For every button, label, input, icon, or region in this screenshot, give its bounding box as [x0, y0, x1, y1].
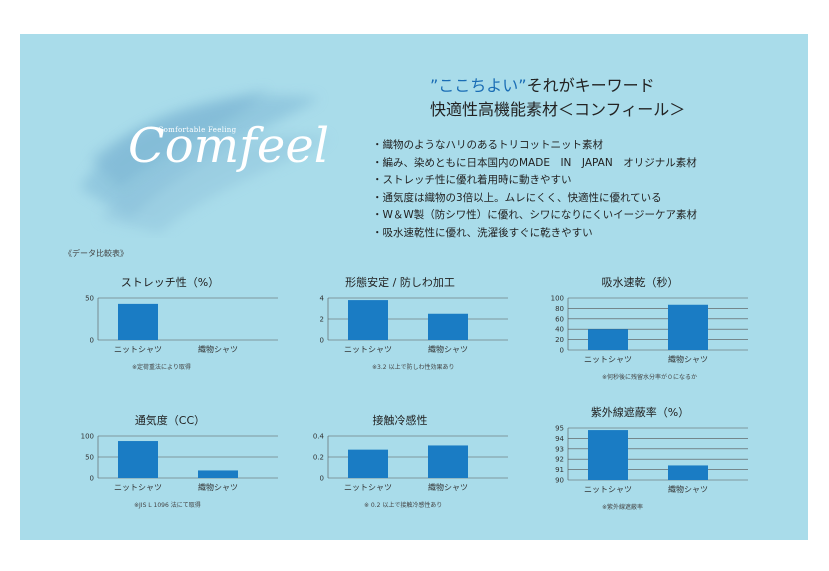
y-tick-label: 20: [555, 336, 564, 344]
y-tick-label: 50: [85, 454, 94, 462]
bar-woven-shirt: [198, 470, 238, 478]
chart-3: 吸水速乾（秒） 100 80 60 40 20 0 ニットシャツ 織物シャツ: [540, 274, 760, 394]
chart-title: ストレッチ性（%）: [120, 276, 220, 289]
chart-plot: 95 94 93 92 91 90 ニットシャツ 織物シャツ: [555, 425, 748, 494]
category-label: 織物シャツ: [668, 484, 708, 494]
y-tick-label: 40: [555, 326, 564, 334]
category-label: ニットシャツ: [584, 485, 632, 494]
bar-woven-shirt: [668, 304, 708, 350]
y-tick-label: 90: [555, 477, 564, 485]
y-tick-label: 91: [555, 466, 564, 474]
logo-tagline: Comfortable Feeling: [158, 126, 237, 134]
category-label: ニットシャツ: [584, 355, 632, 364]
chart-plot: 50 0 ニットシャツ 織物シャツ: [85, 295, 278, 354]
bar-knit-shirt: [588, 329, 628, 350]
chart-plot: 100 50 0 ニットシャツ 織物シャツ: [81, 433, 278, 492]
y-tick-label: 93: [555, 445, 564, 453]
feature-item: ・編み、染めともに日本国内のMADE IN JAPAN オリジナル素材: [372, 156, 697, 169]
chart-title: 吸水速乾（秒）: [601, 276, 679, 289]
y-tick-label: 60: [555, 315, 564, 323]
chart-plot: 100 80 60 40 20 0 ニットシャツ 織物シャツ: [551, 295, 748, 364]
y-tick-label: 50: [85, 295, 94, 303]
category-label: 織物シャツ: [428, 344, 468, 354]
bar-knit-shirt: [118, 441, 158, 478]
y-tick-label: 0: [560, 347, 564, 355]
category-label: 織物シャツ: [198, 482, 238, 492]
chart-plot: 0.4 0.2 0 ニットシャツ 織物シャツ: [313, 433, 508, 492]
chart-note: ※ 0.2 以上で接触冷感性あり: [364, 502, 443, 509]
comparison-table-label: 《データ比較表》: [64, 249, 128, 258]
headline-line-2: 快適性高機能素材＜コンフィール＞: [430, 100, 686, 119]
headline-keyword-text: それがキーワード: [526, 76, 655, 95]
feature-list: ・織物のようなハリのあるトリコットニット素材 ・編み、染めともに日本国内のMAD…: [372, 137, 697, 242]
chart-note: ※JIS L 1096 法にて取得: [134, 502, 201, 509]
bar-knit-shirt: [588, 430, 628, 480]
category-label: ニットシャツ: [344, 483, 392, 492]
chart-title: 紫外線遮蔽率（%）: [590, 406, 690, 419]
y-tick-label: 92: [555, 456, 564, 464]
chart-title: 接触冷感性: [372, 414, 428, 427]
chart-note: ※定荷重法により取得: [132, 364, 191, 371]
bar-woven-shirt: [428, 445, 468, 478]
y-tick-label: 80: [555, 305, 564, 313]
feature-item: ・ストレッチ性に優れ着用時に動きやすい: [372, 174, 572, 186]
chart-2: 形態安定 / 防しわ加工 4 2 0 ニットシャツ 織物シャツ: [300, 274, 520, 394]
y-tick-label: 0.4: [313, 433, 325, 441]
bar-woven-shirt: [428, 313, 468, 340]
chart-4: 通気度（CC） 100 50 0 ニットシャツ 織物シャツ: [70, 412, 290, 532]
bar-woven-shirt: [668, 465, 708, 480]
y-tick-label: 0: [320, 475, 324, 483]
headline-quote: ”ここちよい”: [430, 76, 527, 95]
y-tick-label: 0: [90, 475, 94, 483]
category-label: ニットシャツ: [114, 345, 162, 354]
category-label: ニットシャツ: [114, 483, 162, 492]
chart-1: ストレッチ性（%） 50 0 ニットシャツ 織物シャツ: [70, 274, 290, 394]
headline-line-1: ”ここちよい”それがキーワード: [430, 72, 655, 96]
y-tick-label: 95: [555, 425, 564, 433]
y-tick-label: 4: [320, 295, 325, 303]
y-tick-label: 0.2: [313, 454, 324, 462]
chart-6: 紫外線遮蔽率（%） 95 94 93 92 91 90 ニットシャツ 織物シャツ: [540, 404, 760, 524]
category-label: 織物シャツ: [428, 482, 468, 492]
chart-note: ※3.2 以上で防しわ性効果あり: [372, 364, 455, 371]
brush-stroke-graphic: [80, 88, 330, 233]
category-label: 織物シャツ: [668, 354, 708, 364]
feature-item: ・織物のようなハリのあるトリコットニット素材: [372, 139, 603, 151]
category-label: 織物シャツ: [198, 344, 238, 354]
y-tick-label: 0: [320, 337, 324, 345]
bar-knit-shirt: [348, 300, 388, 340]
feature-item: ・吸水速乾性に優れ、洗濯後すぐに乾きやすい: [372, 226, 593, 239]
chart-title: 形態安定 / 防しわ加工: [345, 276, 455, 289]
bar-knit-shirt: [348, 449, 388, 478]
bar-knit-shirt: [118, 303, 158, 340]
y-tick-label: 2: [320, 316, 324, 324]
chart-plot: 4 2 0 ニットシャツ 織物シャツ: [320, 295, 508, 354]
y-tick-label: 100: [81, 433, 94, 441]
chart-5: 接触冷感性 0.4 0.2 0 ニットシャツ 織物シャツ: [300, 412, 520, 532]
y-tick-label: 0: [90, 337, 94, 345]
chart-note: ※紫外線遮蔽率: [602, 504, 644, 511]
y-tick-label: 94: [555, 435, 564, 443]
y-tick-label: 100: [551, 295, 564, 303]
feature-item: ・W＆W製（防シワ性）に優れ、シワになりにくいイージーケア素材: [372, 209, 697, 221]
chart-title: 通気度（CC）: [134, 414, 206, 427]
feature-item: ・通気度は織物の3倍以上。ムレにくく、快適性に優れている: [372, 191, 662, 204]
chart-note: ※何秒後に残留水分率が０になるか: [602, 374, 698, 381]
category-label: ニットシャツ: [344, 345, 392, 354]
logo-wordmark: Comfeel: [128, 118, 330, 174]
